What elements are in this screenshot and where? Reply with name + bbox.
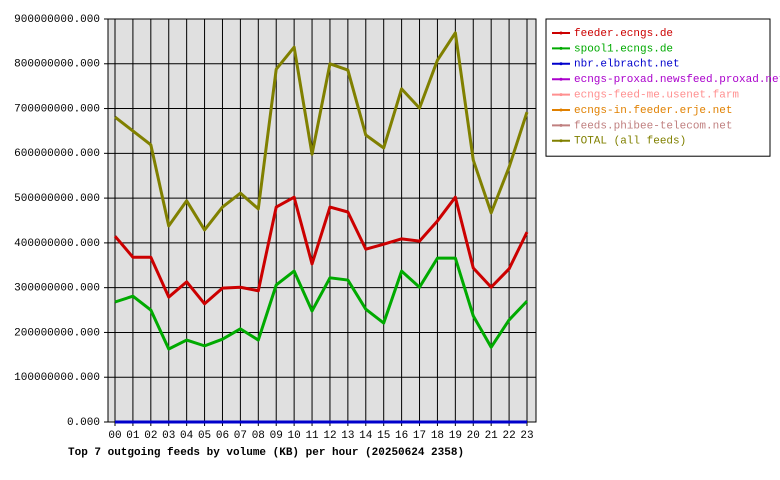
legend-label: ecngs-proxad.newsfeed.proxad.net — [574, 74, 780, 86]
y-tick-label: 400000000.000 — [14, 238, 100, 250]
x-tick-label: 07 — [234, 430, 247, 442]
y-tick-label: 600000000.000 — [14, 148, 100, 160]
x-tick-label: 16 — [395, 430, 408, 442]
series-line — [114, 31, 529, 232]
x-tick-label: 04 — [180, 430, 194, 442]
x-tick-label: 14 — [359, 430, 373, 442]
legend-marker — [559, 77, 563, 81]
x-tick-label: 17 — [413, 430, 426, 442]
legend-marker — [559, 93, 563, 97]
x-tick-label: 02 — [144, 430, 157, 442]
x-tick-label: 20 — [467, 430, 480, 442]
x-tick-label: 08 — [252, 430, 265, 442]
y-tick-label: 700000000.000 — [14, 103, 100, 115]
y-tick-label: 800000000.000 — [14, 59, 100, 71]
y-tick-label: 500000000.000 — [14, 193, 100, 205]
x-tick-label: 03 — [162, 430, 175, 442]
legend-label: feeds.phibee-telecom.net — [574, 120, 732, 132]
x-tick-label: 23 — [520, 430, 533, 442]
x-tick-label: 18 — [431, 430, 444, 442]
x-tick-label: 12 — [323, 430, 336, 442]
x-tick-label: 13 — [341, 430, 354, 442]
legend-marker — [559, 123, 563, 127]
y-tick-label: 900000000.000 — [14, 14, 100, 26]
y-tick-label: 0.000 — [67, 417, 100, 429]
x-tick-label: 19 — [449, 430, 462, 442]
y-tick-label: 200000000.000 — [14, 327, 100, 339]
legend-label: ecngs-in.feeder.erje.net — [574, 105, 732, 117]
x-tick-label: 22 — [502, 430, 515, 442]
series-line — [114, 256, 529, 351]
x-tick-label: 10 — [288, 430, 301, 442]
plot-area — [107, 18, 537, 423]
legend-marker — [559, 31, 563, 35]
legend-label: nbr.elbracht.net — [574, 59, 680, 71]
series-line — [113, 195, 529, 306]
x-tick-label: 06 — [216, 430, 229, 442]
x-tick-label: 21 — [485, 430, 499, 442]
x-tick-label: 11 — [305, 430, 319, 442]
x-tick-label: 00 — [108, 430, 121, 442]
legend-box — [545, 18, 771, 157]
legend-label: TOTAL (all feeds) — [574, 136, 686, 148]
x-tick-label: 05 — [198, 430, 211, 442]
legend-label: ecngs-feed-me.usenet.farm — [574, 90, 739, 102]
x-tick-label: 09 — [270, 430, 283, 442]
y-tick-label: 100000000.000 — [14, 372, 100, 384]
legend-marker — [559, 46, 563, 50]
legend-marker — [559, 62, 563, 66]
legend-marker — [559, 108, 563, 112]
x-tick-label: 15 — [377, 430, 390, 442]
legend-marker — [559, 139, 563, 143]
x-tick-label: 01 — [126, 430, 140, 442]
chart-title: Top 7 outgoing feeds by volume (KB) per … — [68, 447, 464, 459]
legend-label: feeder.ecngs.de — [574, 28, 673, 40]
y-tick-label: 300000000.000 — [14, 283, 100, 295]
legend-label: spool1.ecngs.de — [574, 43, 673, 55]
